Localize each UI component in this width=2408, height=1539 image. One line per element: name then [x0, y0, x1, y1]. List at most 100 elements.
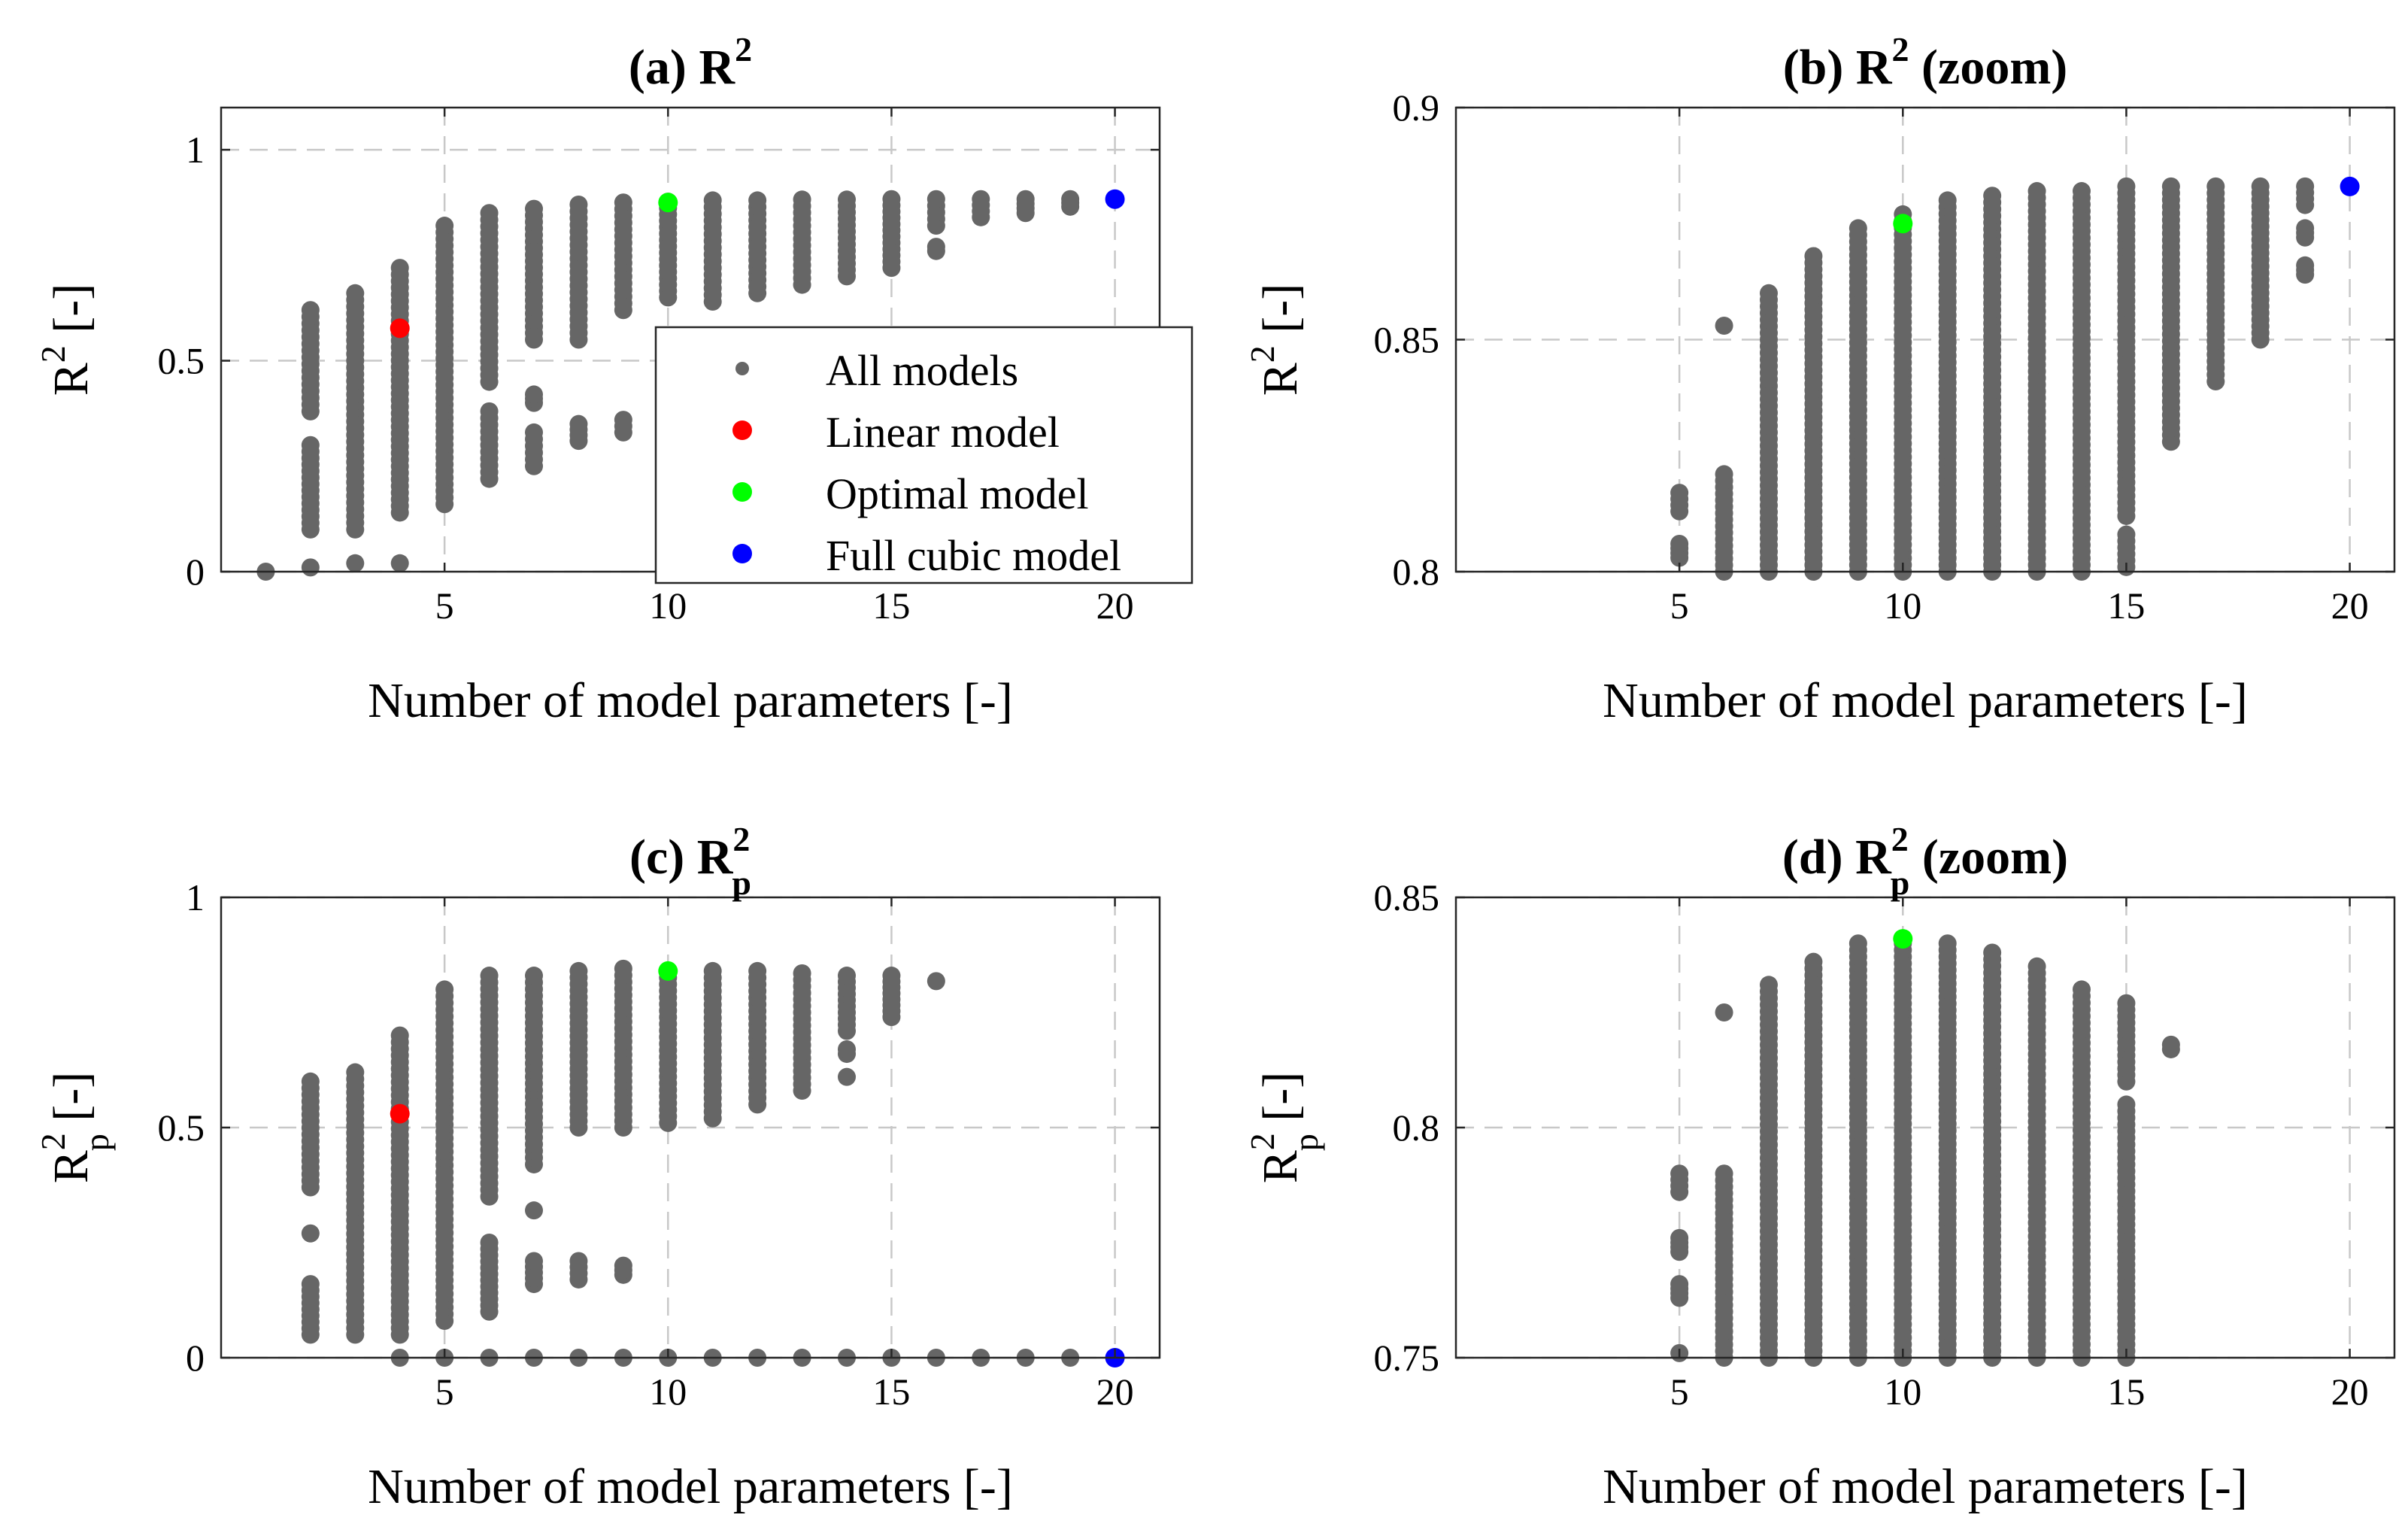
- x-tick-label: 5: [435, 1371, 454, 1413]
- chart-title-prefix: (a): [629, 40, 699, 95]
- data-point: [703, 191, 722, 210]
- x-tick-label: 15: [872, 584, 910, 627]
- data-point: [1804, 247, 1823, 266]
- data-point: [1715, 1164, 1733, 1183]
- data-point: [569, 414, 588, 433]
- y-axis-label: R2 p [-]: [34, 1072, 116, 1183]
- data-point: [301, 301, 320, 320]
- x-tick-label: 10: [649, 584, 687, 627]
- y-tick-label: 0.5: [158, 1106, 205, 1149]
- data-point: [1715, 465, 1733, 484]
- data-point: [2027, 957, 2046, 976]
- data-point: [525, 423, 543, 442]
- data-point: [2251, 177, 2270, 196]
- data-point: [569, 961, 588, 980]
- y-axis-label-superscript: 2: [34, 345, 72, 363]
- data-point: [569, 1252, 588, 1270]
- data-point: [301, 436, 320, 454]
- chart-title-main: R: [697, 830, 734, 885]
- ticks: 5 10 15 20 0.8 0.85 0.9: [1374, 87, 2394, 627]
- legend-marker-3: [732, 544, 752, 563]
- chart-title-superscript: 2: [1892, 30, 1909, 68]
- data-point: [1760, 976, 1778, 994]
- data-point: [882, 967, 901, 985]
- y-tick-label: 0: [186, 1337, 205, 1379]
- y-tick-label: 1: [186, 129, 205, 171]
- y-axis-label: R2 p [-]: [1243, 1072, 1325, 1183]
- data-point: [838, 190, 856, 209]
- data-point: [2206, 177, 2225, 196]
- y-tick-label: 0.75: [1374, 1337, 1440, 1379]
- data-point: [480, 402, 499, 420]
- data-point: [1938, 191, 1957, 210]
- y-axis-label-superscript: 2: [1243, 345, 1281, 363]
- x-tick-label: 5: [1670, 1371, 1689, 1413]
- data-point: [435, 217, 454, 235]
- y-axis-label-subscript: p: [77, 1134, 116, 1151]
- data-point: [525, 385, 543, 404]
- ticks: 5 10 15 20 0 0.5 1: [158, 876, 1160, 1413]
- chart-title-superscript: 2: [735, 30, 752, 68]
- data-point: [301, 558, 320, 577]
- chart-title-suffix: (zoom): [1909, 830, 2068, 885]
- data-point: [1670, 1275, 1689, 1294]
- legend: All models Linear model Optimal model Full …: [654, 326, 1193, 584]
- data-point: [1848, 934, 1867, 953]
- data-point: [2296, 177, 2315, 196]
- y-tick-label: 0.85: [1374, 876, 1440, 918]
- highlight-optimal-point: [658, 193, 678, 213]
- y-axis-label-unit: [-]: [1253, 1072, 1308, 1134]
- legend-label-1: Linear model: [826, 408, 1060, 457]
- y-axis-label-unit: [-]: [44, 284, 99, 345]
- data-point: [1938, 934, 1957, 953]
- x-tick-label: 5: [435, 584, 454, 627]
- x-tick-label: 15: [2107, 584, 2145, 627]
- chart-title-main: R: [1855, 830, 1892, 885]
- y-tick-label: 0.85: [1374, 319, 1440, 361]
- data-point: [2073, 182, 2091, 201]
- data-point: [838, 1067, 856, 1086]
- y-axis-label-main: R: [44, 1150, 99, 1183]
- data-point: [838, 967, 856, 985]
- y-axis-label-subscript: p: [1287, 1134, 1325, 1151]
- data-point: [346, 554, 365, 572]
- x-axis-label: Number of model parameters [-]: [1603, 1459, 2248, 1514]
- data-point: [614, 411, 632, 430]
- x-tick-label: 20: [2331, 1371, 2369, 1413]
- data-point: [1670, 1228, 1689, 1247]
- highlight-full_cubic-point: [2340, 176, 2360, 196]
- data-point: [1983, 943, 2002, 962]
- series-all-models: [1670, 177, 2315, 581]
- legend-label-3: Full cubic model: [826, 531, 1121, 580]
- data-point: [2161, 177, 2180, 196]
- data-point: [927, 972, 945, 991]
- data-point: [1715, 316, 1733, 335]
- y-axis-label-main: R: [1253, 1150, 1308, 1183]
- chart-panel-b: 5 10 15 20 0.8 0.85 0.9 Number of model paramet…: [1243, 30, 2396, 728]
- x-axis-label: Number of model parameters [-]: [368, 673, 1013, 728]
- legend-label-0: All models: [826, 346, 1018, 395]
- data-point: [569, 196, 588, 214]
- highlight-linear-point: [390, 318, 410, 338]
- chart-title-prefix: (b): [1783, 40, 1856, 95]
- legend-marker-0: [735, 362, 749, 375]
- data-point: [614, 193, 632, 212]
- chart-title-prefix: (d): [1782, 830, 1855, 885]
- data-point: [525, 199, 543, 218]
- data-point: [703, 961, 722, 980]
- data-point: [390, 259, 409, 278]
- data-point: [390, 554, 409, 572]
- data-point: [614, 959, 632, 978]
- highlight-optimal-point: [1893, 929, 1913, 949]
- data-point: [927, 190, 945, 208]
- data-point: [748, 961, 767, 980]
- data-point: [480, 967, 499, 985]
- x-tick-label: 10: [1884, 1371, 1921, 1413]
- legend-marker-1: [732, 420, 752, 440]
- chart-title-main: R: [699, 40, 735, 95]
- data-point: [390, 1026, 409, 1045]
- data-point: [525, 967, 543, 985]
- highlight-optimal-point: [1893, 214, 1913, 234]
- highlight-linear-point: [390, 1103, 410, 1124]
- grid: [1456, 896, 2394, 1359]
